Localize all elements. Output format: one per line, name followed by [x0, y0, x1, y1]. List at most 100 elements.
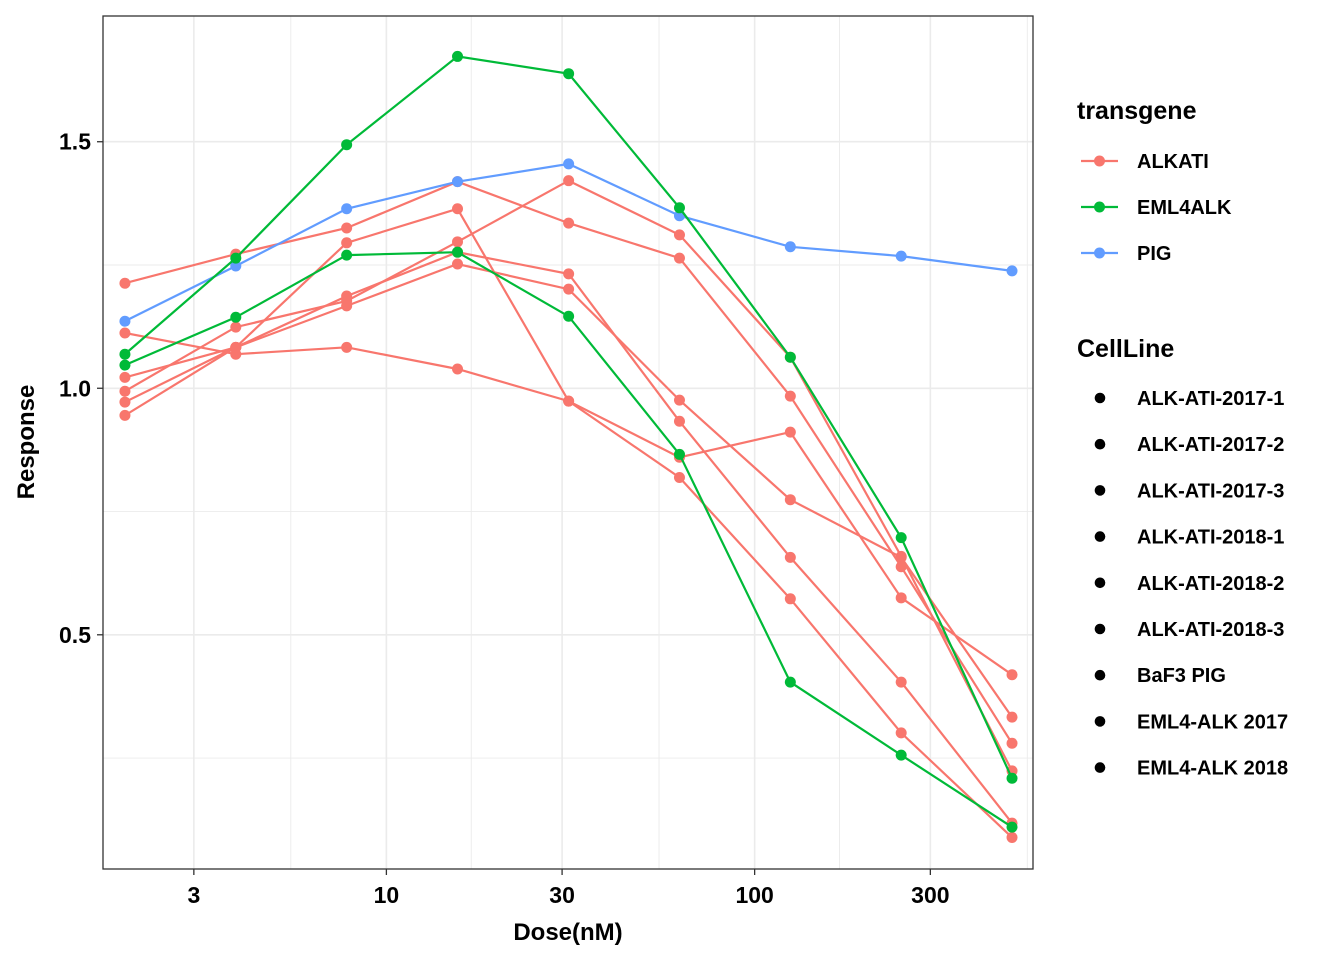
y-tick-label: 1.0 [59, 375, 91, 401]
series-alk-ati-2018-1 [119, 327, 1018, 681]
series-eml4-alk-2017 [119, 50, 1018, 784]
data-point [452, 258, 464, 270]
data-point [563, 283, 575, 295]
data-point [341, 300, 353, 312]
legend-label: ALK-ATI-2018-1 [1137, 527, 1284, 549]
y-tick-label: 1.5 [59, 129, 91, 155]
legend-color-entries: ALKATI EML4ALK PIG [1081, 151, 1232, 265]
data-point [563, 68, 575, 80]
data-point [230, 252, 242, 264]
data-point [563, 175, 575, 187]
legend-label: ALK-ATI-2018-3 [1137, 619, 1284, 641]
legend-label: EML4-ALK 2018 [1137, 758, 1288, 780]
legend-label: ALK-ATI-2017-2 [1137, 434, 1284, 456]
data-point [673, 415, 685, 427]
y-axis: 0.5 1.0 1.5 [59, 129, 103, 648]
data-point [784, 593, 796, 605]
legend-key-point [1094, 201, 1105, 213]
x-axis: 3 10 30 100 300 [187, 869, 950, 908]
data-point [230, 321, 242, 333]
legend-key-point [1094, 577, 1106, 589]
x-tick-label: 300 [911, 882, 949, 908]
data-point [563, 217, 575, 229]
data-point [563, 268, 575, 280]
legend-label: ALK-ATI-2018-2 [1137, 573, 1284, 595]
legend-label: EML4ALK [1137, 197, 1232, 219]
data-point [119, 327, 131, 339]
data-point [230, 311, 242, 323]
legend-label: ALK-ATI-2017-3 [1137, 480, 1284, 502]
legend-label: ALKATI [1137, 151, 1209, 173]
legend-item-cellline: EML4-ALK 2017 [1094, 711, 1288, 733]
legend-label: ALK-ATI-2017-1 [1137, 388, 1284, 410]
legend-item-pig: PIG [1081, 243, 1171, 265]
legend-label: BaF3 PIG [1137, 665, 1226, 687]
x-tick-label: 10 [374, 882, 400, 908]
series-baf3-pig [119, 158, 1018, 327]
data-point [563, 310, 575, 322]
grid [102, 16, 1033, 869]
data-point [1006, 821, 1018, 833]
legend-color-title: transgene [1077, 97, 1197, 125]
data-point [452, 203, 464, 215]
data-point [895, 532, 907, 544]
data-point [341, 249, 353, 261]
data-point [119, 371, 131, 383]
series-layer [119, 50, 1018, 843]
data-point [1006, 669, 1018, 681]
data-point [119, 409, 131, 421]
data-point [784, 426, 796, 438]
legend-item-alkati: ALKATI [1081, 151, 1209, 173]
legend-label: PIG [1137, 243, 1171, 265]
series-eml4-alk-2018 [119, 246, 1018, 833]
data-point [1006, 772, 1018, 784]
data-point [673, 472, 685, 484]
series-line-alk-ati-2017-2 [124, 207, 1013, 839]
data-point [341, 341, 353, 353]
legend-shape-entries: ALK-ATI-2017-1 ALK-ATI-2017-2 ALK-ATI-2017… [1094, 388, 1288, 780]
data-point [341, 203, 353, 215]
data-point [1006, 265, 1018, 277]
data-point [119, 348, 131, 360]
data-point [452, 236, 464, 248]
legend-key-point [1094, 716, 1106, 727]
y-tick-label: 0.5 [59, 622, 91, 648]
data-point [784, 390, 796, 402]
data-point [341, 222, 353, 234]
data-point [784, 351, 796, 363]
data-point [784, 676, 796, 688]
data-point [1006, 737, 1018, 749]
legend-item-cellline: ALK-ATI-2018-2 [1094, 573, 1284, 595]
data-point [119, 359, 131, 371]
legend-item-cellline: ALK-ATI-2017-2 [1094, 434, 1284, 456]
data-point [895, 592, 907, 604]
data-point [452, 50, 464, 62]
legend-item-eml4alk: EML4ALK [1081, 197, 1232, 219]
legend: transgene ALKATI EML4ALK PIG CellLine ALK-… [1077, 97, 1288, 780]
y-axis-title: Response [13, 385, 40, 500]
series-alk-ati-2018-3 [119, 258, 1018, 723]
legend-shape-title: CellLine [1077, 335, 1174, 363]
series-line-alk-ati-2018-3 [124, 262, 1013, 718]
data-point [673, 202, 685, 214]
data-point [673, 448, 685, 460]
data-point [341, 290, 353, 302]
legend-item-cellline: ALK-ATI-2017-3 [1094, 480, 1284, 502]
legend-key-point [1094, 531, 1106, 542]
data-point [673, 394, 685, 406]
data-point [895, 749, 907, 761]
data-point [341, 139, 353, 151]
legend-item-cellline: EML4-ALK 2018 [1094, 758, 1288, 780]
data-point [673, 252, 685, 264]
legend-key-point [1094, 669, 1106, 681]
panel-border [102, 15, 1034, 870]
legend-key-point [1094, 155, 1105, 167]
x-tick-label: 100 [735, 882, 773, 908]
legend-label: EML4-ALK 2017 [1137, 711, 1288, 733]
data-point [119, 385, 131, 397]
x-tick-label: 30 [549, 882, 575, 908]
data-point [452, 246, 464, 258]
data-point [452, 176, 464, 188]
data-point [341, 237, 353, 249]
data-point [784, 241, 796, 253]
